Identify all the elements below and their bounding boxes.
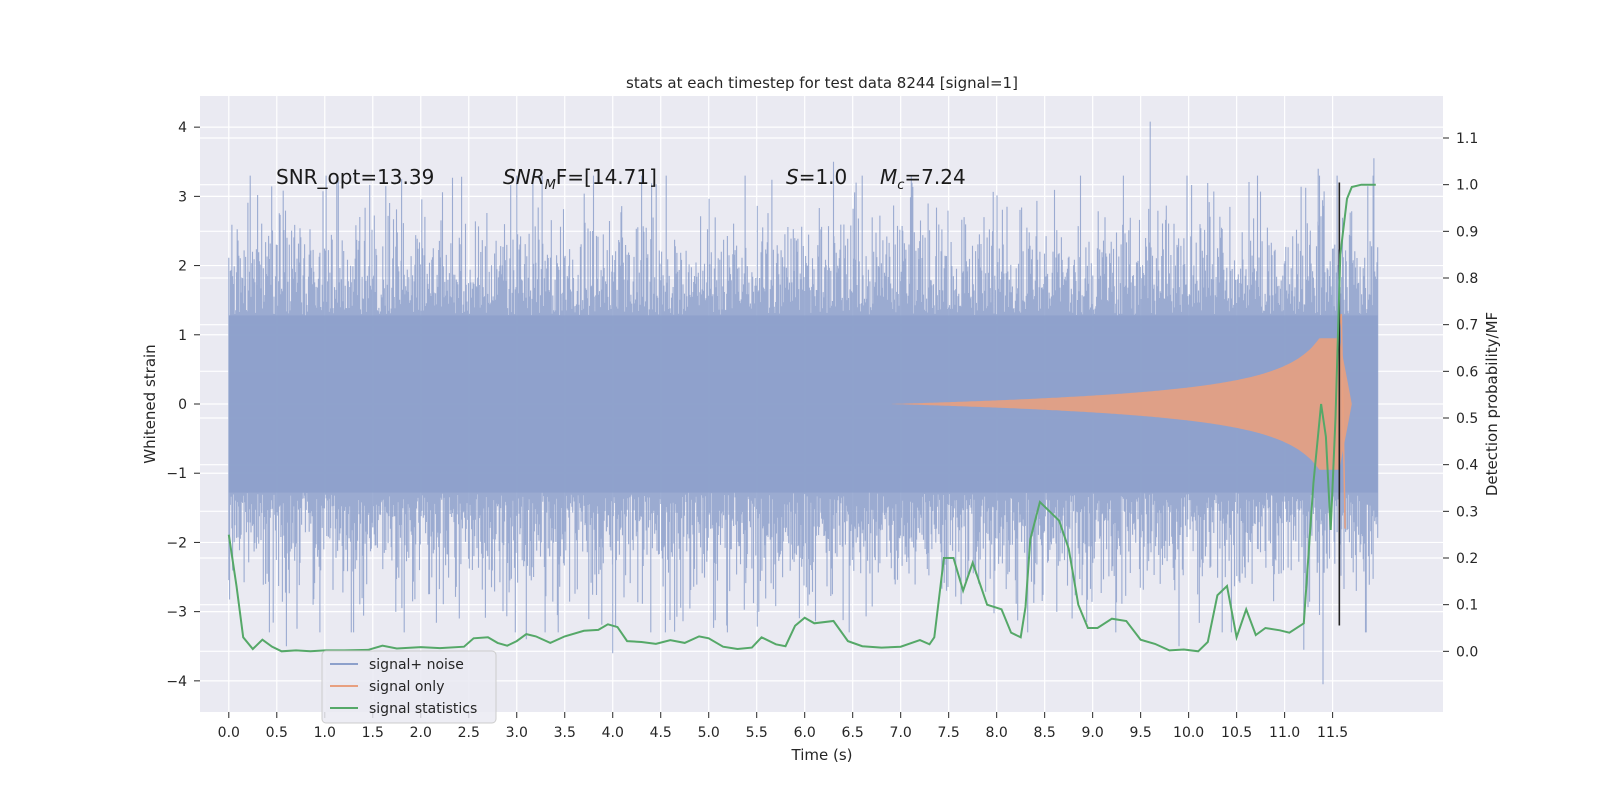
x-tick-label-11: 5.5 bbox=[746, 725, 768, 741]
x-tick-label-7: 3.5 bbox=[554, 725, 576, 741]
y2-axis-label: Detection probability/MF bbox=[1483, 312, 1501, 496]
y-tick-label-1: −3 bbox=[166, 605, 187, 621]
annotation-s: S=1.0 bbox=[786, 165, 847, 189]
x-tick-label-8: 4.0 bbox=[602, 725, 624, 741]
y-tick-label-5: 1 bbox=[178, 328, 187, 344]
y2-tick-label-11: 1.1 bbox=[1456, 131, 1478, 147]
y-tick-label-4: 0 bbox=[178, 397, 187, 413]
chirp-envelope bbox=[891, 338, 1352, 470]
y-tick-label-0: −4 bbox=[166, 674, 187, 690]
annotation-snr-mf: SNRMF=[14.71] bbox=[503, 165, 657, 193]
legend-box bbox=[321, 650, 497, 724]
x-tick-label-2: 1.0 bbox=[314, 725, 336, 741]
signal-statistics-line bbox=[227, 183, 1376, 653]
x-tick-label-16: 8.0 bbox=[986, 725, 1008, 741]
y2-tick-label-10: 1.0 bbox=[1456, 178, 1478, 194]
x-tick-label-20: 10.0 bbox=[1173, 725, 1204, 741]
x-tick-label-9: 4.5 bbox=[650, 725, 672, 741]
y2-tick-label-7: 0.7 bbox=[1456, 318, 1478, 334]
y2-tick-label-1: 0.1 bbox=[1456, 598, 1478, 614]
y2-axis-ticks: 0.0 0.1 0.2 0.3 0.4 0.5 0.6 0.7 0.8 0.9 1.0 1.1 bbox=[1443, 131, 1478, 660]
y2-tick-label-8: 0.8 bbox=[1456, 271, 1478, 287]
legend-label-signal-only: signal only bbox=[369, 679, 444, 695]
chart-title: stats at each timestep for test data 824… bbox=[626, 74, 1018, 92]
y-tick-label-8: 4 bbox=[178, 120, 187, 136]
x-tick-label-10: 5.0 bbox=[698, 725, 720, 741]
x-tick-label-1: 0.5 bbox=[266, 725, 288, 741]
y-axis-ticks: −4 −3 −2 −1 0 1 2 3 4 bbox=[166, 120, 200, 690]
legend: signal+ noise signal only signal statist… bbox=[321, 650, 497, 724]
y2-tick-label-0: 0.0 bbox=[1456, 644, 1478, 660]
annotation-snr-opt: SNR_opt=13.39 bbox=[276, 165, 434, 189]
x-tick-label-23: 11.5 bbox=[1317, 725, 1348, 741]
y2-tick-label-3: 0.3 bbox=[1456, 504, 1478, 520]
y2-tick-label-9: 0.9 bbox=[1456, 224, 1478, 240]
y-tick-label-2: −2 bbox=[166, 535, 187, 551]
x-tick-label-21: 10.5 bbox=[1221, 725, 1252, 741]
x-tick-label-14: 7.0 bbox=[890, 725, 912, 741]
x-tick-label-15: 7.5 bbox=[938, 725, 960, 741]
y2-tick-label-2: 0.2 bbox=[1456, 551, 1478, 567]
legend-label-signal-statistics: signal statistics bbox=[369, 701, 477, 717]
y-axis-label: Whitened strain bbox=[141, 344, 159, 463]
x-tick-label-4: 2.0 bbox=[410, 725, 432, 741]
y2-tick-label-6: 0.6 bbox=[1456, 364, 1478, 380]
annotation-mc: Mc=7.24 bbox=[880, 165, 966, 193]
x-axis-ticks: 0.0 0.5 1.0 1.5 2.0 2.5 3.0 3.5 4.0 4.5 5.0 5.5 6.0 6… bbox=[218, 712, 1348, 741]
x-tick-label-18: 9.0 bbox=[1082, 725, 1104, 741]
legend-label-signal-plus-noise: signal+ noise bbox=[369, 657, 464, 673]
signal-statistics-series bbox=[227, 183, 1376, 653]
y2-tick-label-5: 0.5 bbox=[1456, 411, 1478, 427]
x-axis-label: Time (s) bbox=[791, 746, 853, 764]
y-tick-label-7: 3 bbox=[178, 189, 187, 205]
x-tick-label-6: 3.0 bbox=[506, 725, 528, 741]
y2-tick-label-4: 0.4 bbox=[1456, 458, 1478, 474]
y-tick-label-3: −1 bbox=[166, 466, 187, 482]
x-tick-label-12: 6.0 bbox=[794, 725, 816, 741]
x-tick-label-3: 1.5 bbox=[362, 725, 384, 741]
x-tick-label-0: 0.0 bbox=[218, 725, 240, 741]
x-tick-label-19: 9.5 bbox=[1130, 725, 1152, 741]
x-tick-label-22: 11.0 bbox=[1269, 725, 1300, 741]
x-tick-label-17: 8.5 bbox=[1034, 725, 1056, 741]
x-tick-label-5: 2.5 bbox=[458, 725, 480, 741]
x-tick-label-13: 6.5 bbox=[842, 725, 864, 741]
y-tick-label-6: 2 bbox=[178, 259, 187, 275]
